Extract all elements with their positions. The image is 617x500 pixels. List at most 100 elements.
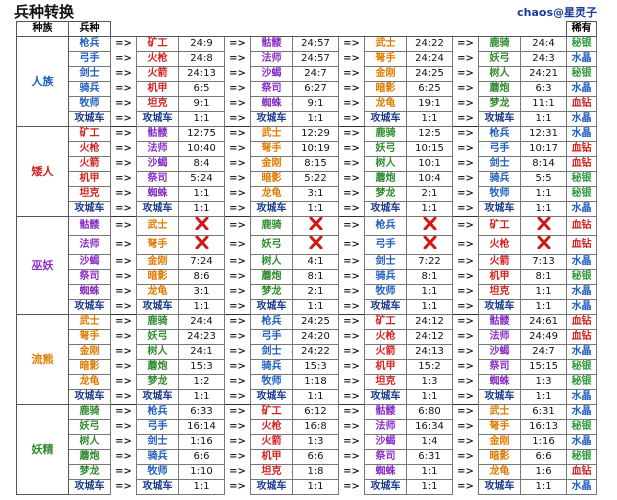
ratio: 24:9 (178, 36, 225, 52)
target-unit: 机甲 (364, 359, 407, 375)
arrow: => (229, 466, 246, 477)
ratio (292, 216, 339, 236)
arrow: => (343, 300, 360, 312)
unit: 蜘蛛 (68, 284, 111, 300)
ratio: 1:1 (178, 299, 225, 315)
target-unit: 攻城车 (250, 299, 293, 315)
cross-icon (423, 236, 436, 250)
ratio: 5:24 (178, 171, 225, 187)
target-unit: 攻城车 (364, 201, 407, 217)
title: 兵种转换 (14, 3, 75, 21)
unit: 火箭 (68, 156, 111, 172)
unit: 龙龟 (68, 374, 111, 390)
ratio: 2:1 (292, 284, 339, 300)
cross-icon (537, 217, 551, 231)
ratio: 12:75 (178, 126, 225, 142)
target-unit: 攻城车 (364, 389, 407, 405)
arrow: => (343, 143, 360, 154)
target-unit: 骷髅 (136, 126, 179, 142)
arrow: => (452, 126, 479, 142)
rarity: 血钻 (566, 141, 598, 157)
ratio: 24:20 (292, 329, 339, 345)
target-unit: 矿工 (136, 36, 179, 52)
target-unit: 机甲 (136, 81, 179, 97)
ratio: 24:4 (178, 314, 225, 330)
target-unit: 鹿骑 (250, 216, 293, 236)
arrow: => (457, 202, 474, 214)
target-unit: 弩手 (136, 235, 179, 255)
target-unit: 坦克 (250, 464, 293, 480)
table-row: 祭司 => 暗影 8:6 => 蘑炮 8:1 => 骑兵 8:1 => 机甲 8:1 秘银 (17, 269, 598, 285)
table-row: 龙龟 => 梦龙 1:2 => 牧师 1:18 => 坦克 1:3 => 蜘蛛 1:3 秘银 (17, 374, 598, 390)
unit: 攻城车 (68, 111, 111, 127)
arrow: => (338, 36, 365, 52)
ratio: 6:6 (178, 449, 225, 465)
unit: 火枪 (68, 141, 111, 157)
table-row: 火枪 => 法师 10:40 => 弩手 10:19 => 妖弓 10:15 => 弓手 10:17 血钻 (17, 141, 598, 157)
arrow: => (343, 158, 360, 169)
unit: 剑士 (68, 66, 111, 82)
arrow: => (457, 481, 474, 492)
cross-icon (195, 217, 208, 231)
arrow: => (343, 390, 360, 402)
rarity: 秘银 (566, 419, 598, 435)
target-unit: 沙蝎 (136, 156, 179, 172)
arrow: => (115, 466, 132, 477)
rarity: 血钻 (566, 314, 598, 330)
arrow: => (224, 216, 251, 236)
ratio: 2:1 (406, 186, 453, 202)
target-unit: 枪兵 (136, 404, 179, 420)
arrow: => (343, 346, 360, 357)
target-unit: 火枪 (250, 419, 293, 435)
ratio: 8:6 (178, 269, 225, 285)
arrow: => (229, 271, 246, 282)
unit: 妖弓 (68, 419, 111, 435)
arrow: => (229, 239, 246, 250)
target-unit: 矿工 (478, 216, 521, 236)
target-unit: 蜘蛛 (136, 186, 179, 202)
arrow: => (115, 158, 132, 169)
arrow: => (229, 83, 246, 94)
target-unit: 蜘蛛 (478, 374, 521, 390)
ratio: 24:7 (519, 344, 568, 360)
rarity: 水晶 (566, 389, 598, 405)
arrow: => (452, 404, 479, 420)
arrow: => (452, 314, 479, 330)
arrow: => (457, 376, 474, 387)
target-unit: 攻城车 (478, 111, 521, 127)
target-unit: 牧师 (136, 464, 179, 480)
target-unit: 祭司 (478, 359, 521, 375)
arrow: => (115, 53, 132, 64)
arrow: => (343, 331, 360, 342)
rarity: 水晶 (566, 51, 598, 67)
ratio: 1:1 (406, 389, 453, 405)
ratio: 16:13 (519, 419, 568, 435)
unit: 祭司 (68, 269, 111, 285)
table-row: 梦龙 => 牧师 1:10 => 坦克 1:8 => 蜘蛛 1:1 => 龙龟 1:6 血钻 (17, 464, 598, 480)
target-unit: 机甲 (478, 269, 521, 285)
ratio: 6:12 (292, 404, 339, 420)
ratio (178, 235, 225, 255)
arrow: => (115, 286, 132, 297)
ratio: 6:33 (178, 404, 225, 420)
rarity: 血钻 (566, 216, 598, 236)
target-unit: 蜘蛛 (250, 96, 293, 112)
target-unit: 武士 (478, 404, 521, 420)
target-unit: 剑士 (250, 344, 293, 360)
target-unit: 法师 (250, 51, 293, 67)
rarity: 秘银 (566, 374, 598, 390)
arrow: => (457, 300, 474, 312)
arrow: => (229, 112, 246, 124)
ratio: 6:31 (519, 404, 568, 420)
ratio: 3:1 (292, 186, 339, 202)
target-unit: 攻城车 (364, 479, 407, 495)
ratio: 6:25 (406, 81, 453, 97)
credit: chaos@星灵子 (517, 6, 597, 19)
target-unit: 攻城车 (478, 201, 521, 217)
ratio: 1:1 (406, 479, 453, 495)
arrow: => (115, 451, 132, 462)
rarity: 水晶 (566, 284, 598, 300)
ratio: 1:3 (292, 434, 339, 450)
ratio: 24:21 (519, 66, 568, 82)
arrow: => (343, 202, 360, 214)
